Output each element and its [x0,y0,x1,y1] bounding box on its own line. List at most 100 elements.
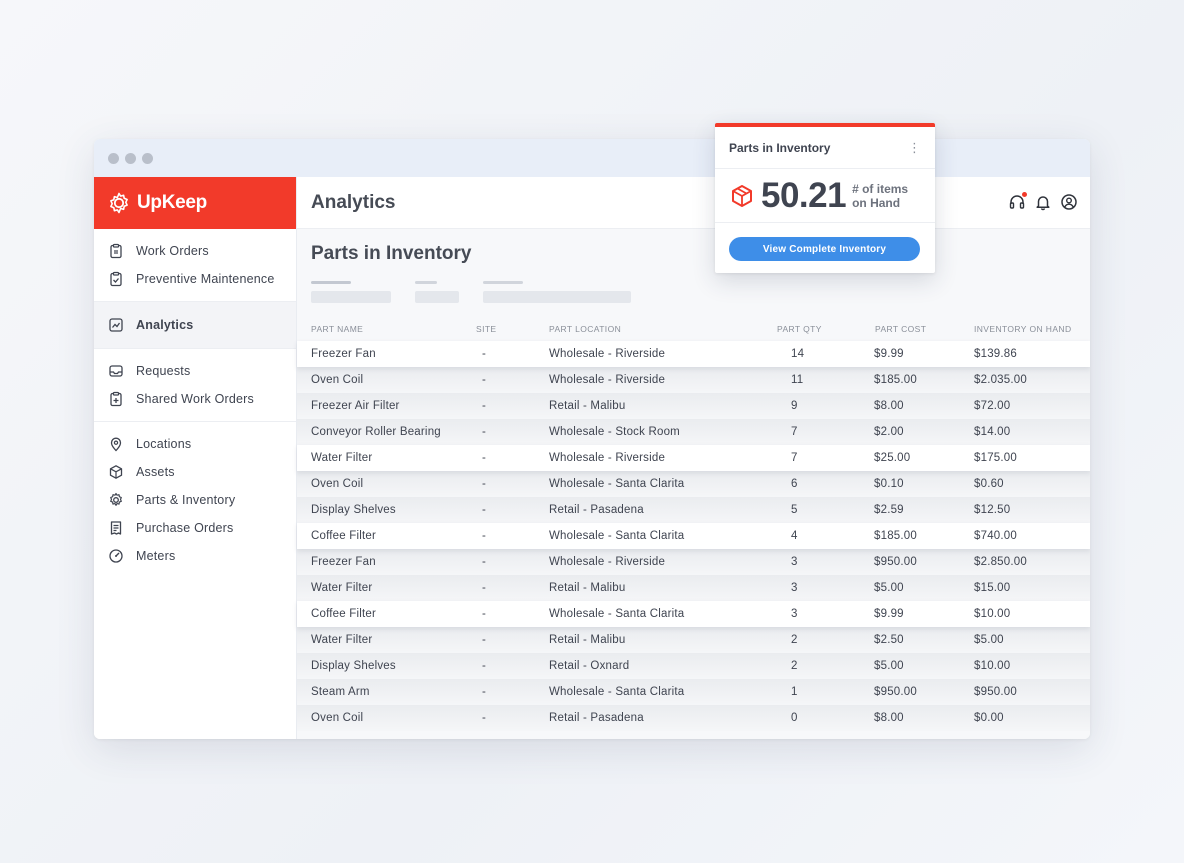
cell-inventory-on-hand: $2.035.00 [974,374,1027,386]
table-row[interactable]: Display Shelves - Retail - Pasadena 5 $2.59 $… [297,497,1090,523]
table-row[interactable]: Display Shelves - Retail - Oxnard 2 $5.00 $10… [297,653,1090,679]
nav-group-analytics: Analytics [94,302,296,349]
cell-part-cost: $2.00 [874,426,904,438]
sidebar-item-label: Requests [136,364,191,378]
clipboard-plus-icon [110,391,122,407]
sidebar-item-label: Assets [136,465,175,479]
cell-part-cost: $185.00 [874,530,917,542]
cell-inventory-on-hand: $0.60 [974,478,1004,490]
cell-part-name: Freezer Fan [311,348,376,360]
sidebar-item-locations[interactable]: Locations [94,430,296,458]
cell-part-qty: 6 [791,478,798,490]
headset-icon[interactable] [1008,192,1027,211]
clipboard-icon [110,243,122,259]
filter-tab-indicator [415,281,437,284]
cell-inventory-on-hand: $0.00 [974,712,1004,724]
more-options-icon[interactable]: ⋮ [908,140,921,155]
inbox-icon [109,365,123,377]
cell-part-name: Conveyor Roller Bearing [311,426,441,438]
cell-part-qty: 3 [791,556,798,568]
filter-placeholder[interactable] [311,291,391,303]
cell-part-qty: 11 [791,374,804,386]
nav-group-work: Work Orders Preventive Maintenence [94,229,296,302]
cell-part-name: Freezer Fan [311,556,376,568]
sidebar-item-label: Work Orders [136,244,209,258]
filter-placeholder[interactable] [415,291,459,303]
table-row[interactable]: Water Filter - Wholesale - Riverside 7 $25.0… [297,445,1090,471]
cell-part-name: Coffee Filter [311,608,377,620]
table-header: PART NAME SITE PART LOCATION PART QTY PA… [297,317,1090,341]
sidebar-item-parts-inventory[interactable]: Parts & Inventory [94,486,296,514]
filter-tab-indicator [311,281,351,284]
column-header-part-name[interactable]: PART NAME [311,324,364,334]
cube-icon [109,465,123,479]
bell-icon[interactable] [1034,193,1052,211]
box-icon [732,184,752,207]
window-minimize-dot[interactable] [125,152,136,164]
column-header-site[interactable]: SITE [476,324,497,334]
main-area: Analytics Parts in Inventory [297,177,1090,739]
table-row[interactable]: Freezer Fan - Wholesale - Riverside 3 $950.0… [297,549,1090,575]
cell-part-name: Water Filter [311,452,373,464]
cell-part-location: Wholesale - Stock Room [549,426,680,438]
top-header: Analytics [297,177,1090,229]
parts-table: PART NAME SITE PART LOCATION PART QTY PA… [297,317,1090,731]
items-on-hand-label: # of items on Hand [852,181,909,210]
sidebar-item-work-orders[interactable]: Work Orders [94,237,296,265]
window-maximize-dot[interactable] [142,152,153,164]
cell-inventory-on-hand: $15.00 [974,582,1011,594]
table-row[interactable]: Water Filter - Retail - Malibu 2 $2.50 $5.00 [297,627,1090,653]
table-row[interactable]: Steam Arm - Wholesale - Santa Clarita 1 $950… [297,679,1090,705]
table-row[interactable]: Water Filter - Retail - Malibu 3 $5.00 $15.00 [297,575,1090,601]
cell-site: - [482,582,487,594]
sidebar-item-requests[interactable]: Requests [94,357,296,385]
filter-tab-indicator [483,281,523,284]
table-row[interactable]: Coffee Filter - Wholesale - Santa Clarita 3… [297,601,1090,627]
column-header-part-cost[interactable]: PART COST [875,324,927,334]
header-icons [1008,192,1078,211]
cell-part-name: Display Shelves [311,660,396,672]
cell-part-cost: $2.59 [874,504,904,516]
window-titlebar [94,139,1090,177]
sidebar-item-analytics[interactable]: Analytics [94,302,296,348]
cell-part-qty: 9 [791,400,798,412]
parts-inventory-widget: Parts in Inventory ⋮ 50.21 # of items on… [715,123,935,273]
sidebar-item-purchase-orders[interactable]: Purchase Orders [94,514,296,542]
cell-part-name: Display Shelves [311,504,396,516]
view-complete-inventory-button[interactable]: View Complete Inventory [729,237,920,261]
column-header-part-qty[interactable]: PART QTY [777,324,822,334]
cell-part-qty: 2 [791,660,798,672]
table-row[interactable]: Oven Coil - Retail - Pasadena 0 $8.00 $0.00 [297,705,1090,731]
cell-part-location: Retail - Pasadena [549,712,644,724]
gear-logo-icon [110,192,128,214]
cell-part-cost: $9.99 [874,608,904,620]
cell-part-location: Wholesale - Riverside [549,348,666,360]
sidebar-item-preventive-maintenance[interactable]: Preventive Maintenence [94,265,296,293]
user-icon[interactable] [1060,193,1078,211]
column-header-part-location[interactable]: PART LOCATION [549,324,622,334]
table-row[interactable]: Oven Coil - Wholesale - Riverside 11 $185.00… [297,367,1090,393]
table-row[interactable]: Freezer Fan - Wholesale - Riverside 14 $9.99… [297,341,1090,367]
table-row[interactable]: Oven Coil - Wholesale - Santa Clarita 6 $0.1… [297,471,1090,497]
widget-metric: 50.21 # of items on Hand [715,169,935,223]
cell-site: - [482,504,487,516]
brand-logo[interactable]: UpKeep [94,177,296,229]
cell-site: - [482,608,487,620]
sidebar-item-shared-work-orders[interactable]: Shared Work Orders [94,385,296,413]
sidebar-item-assets[interactable]: Assets [94,458,296,486]
cell-part-location: Retail - Malibu [549,582,626,594]
cell-part-cost: $8.00 [874,400,904,412]
cell-part-location: Retail - Oxnard [549,660,630,672]
table-row[interactable]: Conveyor Roller Bearing - Wholesale - Stoc… [297,419,1090,445]
cell-part-cost: $25.00 [874,452,911,464]
filter-placeholder[interactable] [483,291,631,303]
sidebar-item-meters[interactable]: Meters [94,542,296,570]
window-close-dot[interactable] [108,152,119,164]
column-header-inventory-on-hand[interactable]: INVENTORY ON HAND [974,324,1072,334]
table-row[interactable]: Coffee Filter - Wholesale - Santa Clarita 4… [297,523,1090,549]
cell-part-qty: 3 [791,582,798,594]
cell-part-location: Wholesale - Santa Clarita [549,686,685,698]
cell-inventory-on-hand: $72.00 [974,400,1011,412]
cell-part-qty: 14 [791,348,805,360]
table-row[interactable]: Freezer Air Filter - Retail - Malibu 9 $8.00… [297,393,1090,419]
